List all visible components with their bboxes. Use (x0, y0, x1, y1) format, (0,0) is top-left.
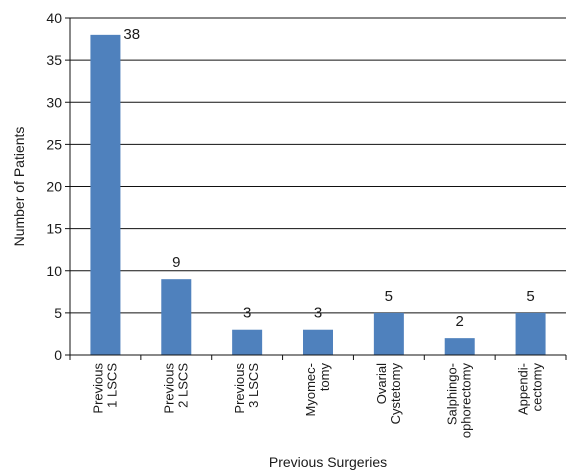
y-axis-ticks: 0 5 10 15 20 25 30 35 40 (46, 10, 70, 363)
data-label: 5 (385, 288, 393, 305)
y-tick-label: 10 (46, 263, 62, 279)
bar (232, 329, 263, 355)
data-label: 5 (526, 288, 534, 305)
x-tick-label-line: 2 LSCS (175, 363, 190, 408)
y-tick-label: 20 (46, 179, 62, 195)
y-tick-label: 0 (54, 347, 62, 363)
data-label: 3 (314, 305, 322, 322)
x-tick-label-line: Previous (232, 363, 247, 414)
data-label: 3 (243, 305, 251, 322)
x-tick-label-line: 3 LSCS (246, 363, 261, 408)
y-tick-label: 5 (54, 305, 62, 321)
data-label: 38 (123, 26, 140, 43)
x-tick-label: Salphingo-ophorectomy (445, 363, 474, 439)
x-tick-label-line: cectomy (530, 363, 545, 412)
x-tick-label-line: ophorectomy (459, 363, 474, 439)
x-tick-label-line: Appendi- (516, 363, 531, 415)
bar (161, 279, 192, 355)
x-tick-label-line: Previous (90, 363, 105, 414)
x-tick-label: Myomec-tomy (303, 363, 332, 417)
x-tick-label-line: Myomec- (303, 363, 318, 416)
x-tick-label: Previous 2 LSCS (161, 363, 190, 414)
x-axis-ticks: Previous 1 LSCS Previous 2 LSCS Previous 3 LS… (69, 355, 567, 439)
x-tick-label: Previous 3 LSCS (232, 363, 261, 414)
y-tick-label: 30 (46, 94, 62, 110)
x-tick-label-line: Ovarial (374, 363, 389, 404)
x-tick-label-line: 1 LSCS (104, 363, 119, 408)
data-label: 2 (456, 313, 464, 330)
x-tick-label: Previous 1 LSCS (90, 363, 119, 414)
x-tick-label-line: Salphingo- (445, 363, 460, 425)
bar (444, 338, 475, 355)
data-label: 9 (172, 254, 180, 271)
x-tick-label: Appendi-cectomy (516, 363, 545, 416)
bar (373, 312, 404, 355)
data-labels: 38 9 3 3 5 2 5 (123, 26, 534, 330)
bar (303, 329, 333, 355)
x-tick-label: Ovarial Cystetomy (374, 363, 403, 425)
x-tick-label-line: tomy (317, 363, 332, 392)
bar (515, 312, 546, 355)
y-tick-label: 15 (46, 221, 62, 237)
y-axis-title: Number of Patients (11, 127, 27, 247)
y-tick-label: 40 (46, 10, 62, 26)
x-tick-label-line: Cystetomy (388, 363, 403, 425)
bars (90, 34, 546, 355)
y-tick-label: 35 (46, 52, 62, 68)
x-tick-label-line: Previous (161, 363, 176, 414)
bar (90, 34, 121, 355)
y-tick-label: 25 (46, 136, 62, 152)
gridlines (70, 17, 566, 314)
x-axis-title: Previous Surgeries (269, 454, 387, 470)
